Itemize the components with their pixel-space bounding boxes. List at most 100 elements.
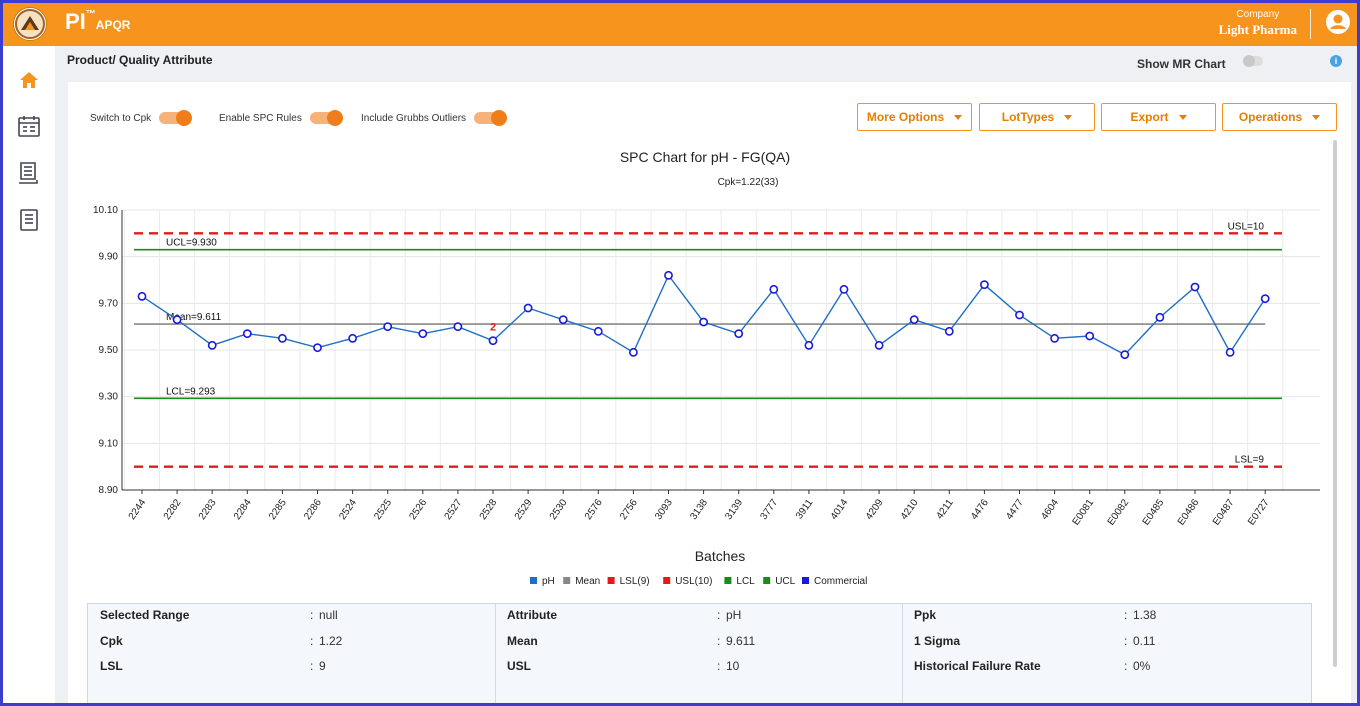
vertical-scrollbar[interactable]	[1333, 140, 1337, 667]
data-point	[664, 270, 673, 280]
stat-key: Ppk	[914, 608, 937, 622]
stat-colon: :	[310, 659, 314, 673]
data-point	[909, 315, 919, 325]
toggle-switch[interactable]	[159, 110, 193, 126]
calendar-icon[interactable]	[17, 114, 41, 138]
stats-column: Ppk:1.38 1 Sigma:0.11 Historical Failure R…	[902, 604, 1309, 703]
info-icon[interactable]: i	[1330, 55, 1342, 67]
toggle-switch[interactable]	[309, 110, 343, 126]
home-icon[interactable]	[17, 68, 41, 92]
lot-types-button[interactable]: LotTypes	[979, 103, 1095, 131]
x-tick-label: 2286	[302, 497, 324, 522]
x-tick-label: 4476	[969, 497, 991, 522]
report-icon[interactable]	[17, 161, 41, 185]
stat-key: USL	[507, 659, 531, 673]
x-tick-label: 4210	[899, 497, 921, 522]
data-point	[1260, 294, 1270, 304]
company-logo-icon[interactable]	[13, 7, 47, 41]
x-tick-label: E0082	[1106, 497, 1132, 527]
chevron-down-icon	[1064, 114, 1073, 120]
y-tick-label: 9.70	[99, 298, 119, 309]
stat-value: 0%	[1133, 659, 1151, 673]
data-point	[277, 333, 287, 343]
usl-label: USL=10	[1228, 221, 1265, 232]
export-button[interactable]: Export	[1101, 103, 1216, 131]
data-point	[172, 315, 182, 325]
statistics-panel: Selected Range: null Cpk:1.22 LSL:9 Attribut…	[87, 603, 1312, 703]
legend-label: LCL	[736, 576, 755, 587]
x-tick-label: 4211	[934, 497, 956, 521]
x-tick-label: 2285	[267, 497, 289, 522]
x-tick-label: E0727	[1246, 497, 1272, 527]
button-label: LotTypes	[1001, 110, 1055, 124]
x-tick-label: 3138	[688, 497, 710, 522]
lsl-label: LSL=9	[1235, 455, 1265, 466]
data-point	[488, 336, 498, 346]
stat-key: 1 Sigma	[914, 633, 961, 648]
legend-label: USL(10)	[675, 576, 712, 587]
data-point	[242, 329, 252, 339]
stat-colon: :	[717, 633, 721, 648]
x-tick-label: 2756	[618, 497, 640, 522]
legend-swatch	[607, 577, 615, 584]
stat-key: Attribute	[507, 608, 557, 622]
toggle-switch[interactable]	[474, 110, 508, 126]
stats-divider	[495, 604, 496, 703]
toggle-label: Include Grubbs Outliers	[361, 112, 467, 124]
data-point	[207, 340, 217, 350]
y-tick-label: 10.10	[93, 205, 118, 216]
ucl-label: UCL=9.930	[166, 238, 217, 249]
data-point	[1085, 331, 1095, 341]
toggle-label: Enable SPC Rules	[219, 112, 302, 124]
brand-tm: ™	[85, 8, 96, 20]
app-brand: PI™APQR	[65, 9, 130, 35]
document-icon[interactable]	[17, 208, 41, 232]
legend-label: Commercial	[814, 576, 867, 587]
y-tick-label: 9.30	[99, 392, 119, 403]
x-tick-label: 2282	[162, 497, 184, 522]
include-grubbs-outliers-toggle[interactable]: Include Grubbs Outliers	[361, 110, 508, 126]
enable-spc-rules-toggle[interactable]: Enable SPC Rules	[219, 110, 343, 126]
data-point	[699, 317, 708, 327]
stat-key: Mean	[507, 633, 538, 648]
stat-value: 9	[319, 659, 326, 673]
stat-colon: :	[1124, 659, 1128, 673]
operations-button[interactable]: Operations	[1222, 103, 1337, 131]
user-avatar-icon[interactable]	[1325, 9, 1351, 35]
legend-swatch	[530, 577, 537, 584]
legend-swatch	[724, 577, 732, 584]
data-point	[874, 340, 884, 350]
stat-value: pH	[726, 608, 742, 622]
stats-column: Attribute: pH Mean:9.611 USL:10	[495, 604, 902, 703]
x-tick-label: 2529	[513, 497, 535, 522]
data-point	[593, 326, 603, 336]
toggle-label: Switch to Cpk	[90, 112, 152, 124]
data-point	[383, 322, 393, 332]
data-point	[1050, 333, 1059, 343]
x-tick-label: 2528	[478, 497, 500, 522]
data-point	[980, 280, 989, 290]
stat-colon: :	[717, 659, 721, 673]
stat-value: 10	[726, 659, 740, 673]
x-tick-label: 4604	[1039, 497, 1061, 522]
stat-key: Historical Failure Rate	[914, 659, 1041, 673]
y-tick-label: 9.90	[99, 252, 119, 263]
app-frame: PI™APQR Company Light Pharma Product/ Qu…	[3, 3, 1357, 703]
show-mr-chart-toggle[interactable]	[1243, 55, 1263, 67]
data-point	[1155, 312, 1165, 322]
data-point	[418, 329, 428, 339]
spc-chart[interactable]: SPC Chart for pH - FG(QA) Cpk=1.22(33) 1…	[68, 140, 1330, 602]
x-axis-label: Batches	[695, 548, 746, 564]
switch-to-cpk-toggle[interactable]: Switch to Cpk	[90, 110, 193, 126]
legend-label: UCL	[775, 576, 795, 587]
x-tick-label: 4477	[1004, 497, 1026, 522]
data-point	[944, 326, 954, 336]
chart-title: SPC Chart for pH - FG(QA)	[620, 149, 790, 165]
data-point	[1225, 347, 1235, 357]
x-tick-label: E0487	[1211, 497, 1237, 527]
legend-swatch	[663, 577, 671, 584]
more-options-button[interactable]: More Options	[857, 103, 972, 131]
button-label: Export	[1130, 110, 1169, 124]
data-point	[453, 322, 463, 332]
data-point	[1015, 310, 1024, 320]
